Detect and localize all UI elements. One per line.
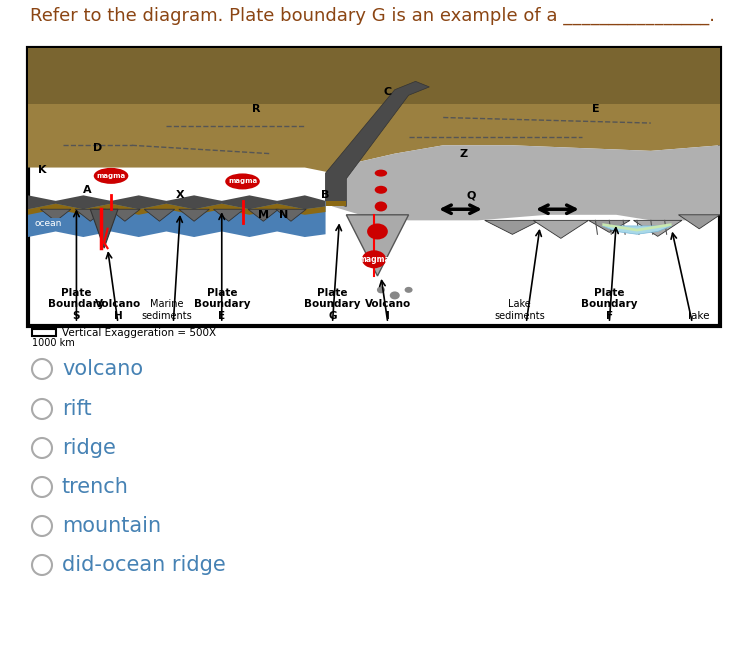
Text: ridge: ridge [62, 438, 116, 458]
Ellipse shape [377, 286, 385, 293]
Text: ocean: ocean [35, 218, 63, 228]
Polygon shape [589, 220, 630, 232]
Text: volcano: volcano [62, 359, 143, 379]
Text: did-ocean ridge: did-ocean ridge [62, 555, 226, 575]
Ellipse shape [94, 168, 128, 184]
Text: Volcano
H: Volcano H [95, 299, 141, 321]
Text: magma: magma [358, 255, 390, 264]
Polygon shape [179, 209, 210, 221]
Text: Z: Z [460, 149, 468, 159]
Polygon shape [28, 201, 325, 237]
Text: N: N [280, 210, 289, 220]
Polygon shape [602, 223, 671, 232]
Ellipse shape [389, 291, 400, 299]
Polygon shape [110, 209, 140, 221]
Text: magma: magma [96, 173, 125, 179]
Ellipse shape [362, 250, 386, 268]
Text: A: A [83, 185, 91, 195]
Polygon shape [276, 209, 306, 221]
Ellipse shape [374, 201, 387, 211]
Polygon shape [602, 226, 671, 234]
Text: Vertical Exaggeration = 500X: Vertical Exaggeration = 500X [62, 328, 216, 338]
Ellipse shape [367, 224, 388, 240]
Text: Plate
Boundary
S: Plate Boundary S [48, 288, 104, 321]
Polygon shape [533, 220, 589, 238]
Text: K: K [37, 165, 46, 175]
Text: Plate
Boundary
E: Plate Boundary E [193, 288, 250, 321]
Polygon shape [28, 195, 325, 209]
Ellipse shape [404, 287, 413, 293]
Text: Volcano
I: Volcano I [365, 299, 411, 321]
Text: X: X [176, 191, 184, 201]
Text: trench: trench [62, 477, 129, 497]
Text: Marine
sediments: Marine sediments [141, 299, 192, 321]
Polygon shape [90, 209, 118, 248]
Text: lake: lake [689, 311, 710, 321]
Polygon shape [678, 214, 720, 229]
Ellipse shape [374, 169, 387, 177]
Text: Q: Q [466, 191, 475, 201]
Polygon shape [213, 209, 244, 221]
Text: B: B [322, 191, 330, 201]
Polygon shape [248, 209, 278, 221]
Polygon shape [28, 48, 720, 173]
Polygon shape [633, 220, 682, 236]
FancyBboxPatch shape [28, 48, 720, 326]
Polygon shape [75, 209, 105, 221]
Polygon shape [325, 82, 430, 207]
Bar [32, 329, 56, 336]
Text: Plate
Boundary
F: Plate Boundary F [581, 288, 638, 321]
Text: Plate
Boundary
G: Plate Boundary G [304, 288, 361, 321]
Polygon shape [346, 214, 409, 276]
Polygon shape [325, 201, 346, 207]
Text: magma: magma [228, 179, 257, 185]
Text: 1000 km: 1000 km [32, 338, 75, 348]
Ellipse shape [225, 173, 260, 189]
Polygon shape [28, 204, 325, 214]
Polygon shape [485, 220, 540, 234]
Text: mountain: mountain [62, 516, 161, 536]
Text: Refer to the diagram. Plate boundary G is an example of a ________________.: Refer to the diagram. Plate boundary G i… [31, 7, 715, 25]
Text: R: R [252, 104, 260, 114]
Text: D: D [93, 143, 101, 153]
Ellipse shape [374, 186, 387, 194]
Polygon shape [40, 209, 71, 221]
Polygon shape [144, 209, 175, 221]
Polygon shape [325, 145, 720, 220]
Text: E: E [592, 104, 599, 114]
Text: C: C [383, 88, 392, 98]
Text: M: M [258, 210, 269, 220]
Text: rift: rift [62, 399, 92, 419]
Text: Lake
sediments: Lake sediments [494, 299, 545, 321]
Polygon shape [28, 48, 720, 104]
